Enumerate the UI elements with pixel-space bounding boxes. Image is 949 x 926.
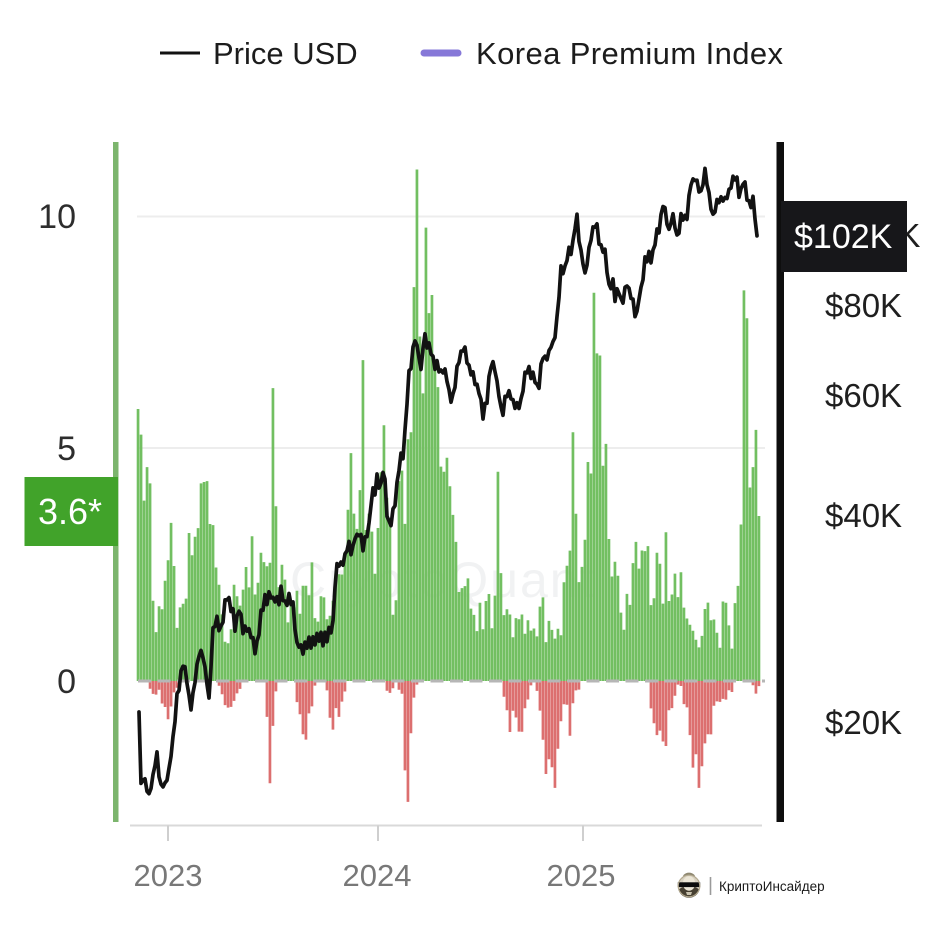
svg-text:2025: 2025	[547, 858, 616, 893]
svg-text:$80K: $80K	[825, 287, 902, 324]
svg-text:2023: 2023	[134, 858, 203, 893]
svg-text:3.6*: 3.6*	[38, 491, 102, 532]
svg-text:Price USD: Price USD	[213, 36, 358, 71]
svg-text:$20K: $20K	[825, 704, 902, 741]
svg-text:10: 10	[38, 198, 76, 236]
svg-text:$60K: $60K	[825, 377, 902, 414]
svg-text:Korea Premium Index: Korea Premium Index	[476, 36, 783, 71]
svg-text:КриптоИнсайдер: КриптоИнсайдер	[719, 879, 825, 894]
svg-text:2024: 2024	[343, 858, 412, 893]
svg-text:$102K: $102K	[794, 218, 893, 256]
svg-text:5: 5	[57, 430, 76, 468]
svg-text:$40K: $40K	[825, 497, 902, 534]
svg-text:0: 0	[57, 663, 76, 701]
